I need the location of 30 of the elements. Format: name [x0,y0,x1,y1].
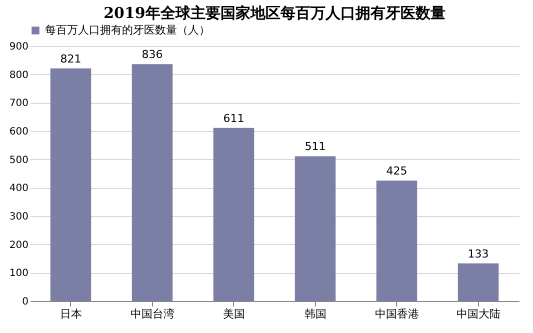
x-tick-label: 韩国 [304,308,326,320]
x-tick-label: 日本 [60,308,82,320]
bar [376,180,418,301]
legend-label: 每百万人口拥有的牙医数量（人） [45,24,210,36]
y-tick-label: 400 [9,183,28,194]
x-tick-label: 中国大陆 [456,308,500,320]
bar [213,128,254,301]
y-tick-label: 100 [9,268,28,280]
bar [294,156,336,301]
y-tick-label: 0 [22,296,28,308]
x-tick-label: 中国台湾 [130,308,174,320]
y-tick-label: 300 [9,212,28,222]
x-tick-label: 美国 [222,308,245,320]
x-tick-label: 中国香港 [374,308,419,320]
y-tick-label: 900 [9,42,28,52]
y-tick-label: 500 [9,154,28,166]
y-tick-label: 700 [9,98,28,110]
data-label: 425 [386,164,408,178]
chart-title: 2019年全球主要国家地区每百万人口拥有牙医数量 [104,4,446,22]
data-label: 133 [468,247,489,260]
data-label: 836 [142,48,163,62]
data-label: 611 [223,112,244,125]
bar [132,64,173,301]
bar [458,263,499,301]
y-tick-label: 600 [9,126,28,138]
y-tick-label: 200 [9,240,28,251]
bar [50,68,92,301]
data-label: 511 [304,140,326,154]
y-tick-label: 800 [9,70,28,81]
data-label: 821 [60,52,82,66]
